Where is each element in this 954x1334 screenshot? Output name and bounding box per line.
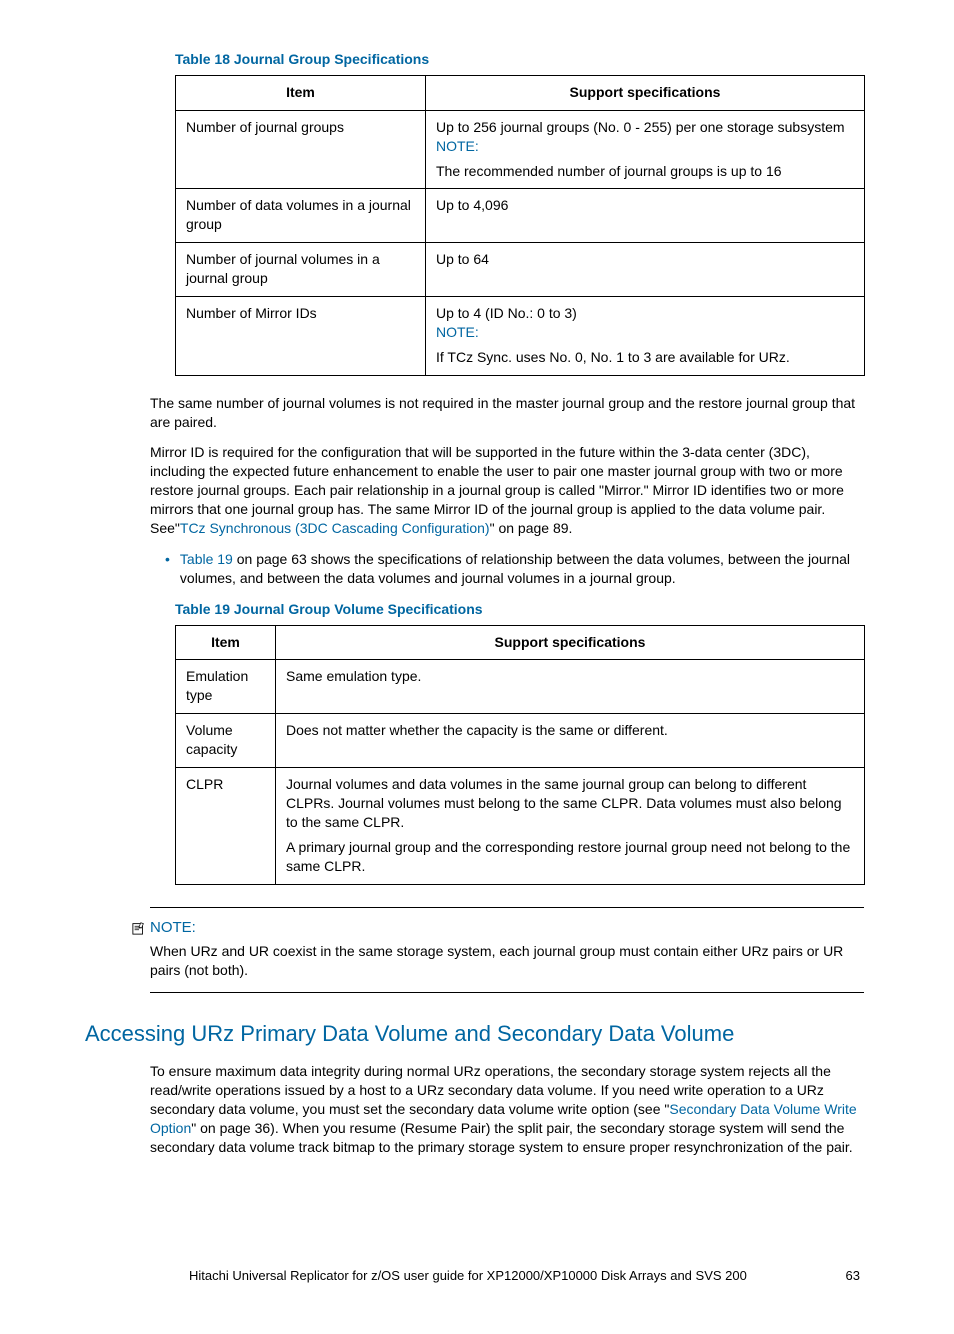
link-tcz-sync[interactable]: TCz Synchronous (3DC Cascading Configura… bbox=[180, 520, 490, 536]
paragraph-1: The same number of journal volumes is no… bbox=[150, 394, 864, 432]
t18-r1-item: Number of data volumes in a journal grou… bbox=[176, 189, 426, 243]
section-heading: Accessing URz Primary Data Volume and Se… bbox=[85, 1019, 864, 1049]
table19-header-spec: Support specifications bbox=[276, 625, 865, 660]
table-row: Number of Mirror IDs Up to 4 (ID No.: 0 … bbox=[176, 297, 865, 376]
table-row: CLPR Journal volumes and data volumes in… bbox=[176, 768, 865, 884]
t18-r3-item: Number of Mirror IDs bbox=[176, 297, 426, 376]
table19-caption: Table 19 Journal Group Volume Specificat… bbox=[175, 600, 864, 619]
table18-caption: Table 18 Journal Group Specifications bbox=[175, 50, 864, 69]
bullet-item: • Table 19 on page 63 shows the specific… bbox=[165, 550, 864, 588]
t18-r3-note: If TCz Sync. uses No. 0, No. 1 to 3 are … bbox=[436, 342, 854, 367]
note-label: NOTE: bbox=[150, 918, 196, 938]
t18-r3-spec: Up to 4 (ID No.: 0 to 3) NOTE: If TCz Sy… bbox=[426, 297, 865, 376]
table18: Item Support specifications Number of jo… bbox=[175, 75, 865, 376]
table-row: Volume capacity Does not matter whether … bbox=[176, 714, 865, 768]
note-label: NOTE: bbox=[436, 324, 479, 340]
note-text: When URz and UR coexist in the same stor… bbox=[150, 942, 864, 980]
note-icon bbox=[132, 921, 146, 935]
t19-r0-item: Emulation type bbox=[176, 660, 276, 714]
t18-r0-spec: Up to 256 journal groups (No. 0 - 255) p… bbox=[426, 110, 865, 189]
section-paragraph: To ensure maximum data integrity during … bbox=[150, 1062, 864, 1156]
t18-r0-item: Number of journal groups bbox=[176, 110, 426, 189]
link-table19[interactable]: Table 19 bbox=[180, 551, 233, 567]
t18-r2-item: Number of journal volumes in a journal g… bbox=[176, 243, 426, 297]
t18-r0-note: The recommended number of journal groups… bbox=[436, 156, 854, 181]
t18-r2-spec: Up to 64 bbox=[426, 243, 865, 297]
t19-r0-spec: Same emulation type. bbox=[276, 660, 865, 714]
table19-header-item: Item bbox=[176, 625, 276, 660]
t19-r2-spec: Journal volumes and data volumes in the … bbox=[276, 768, 865, 884]
page-number: 63 bbox=[846, 1267, 860, 1285]
t19-r1-item: Volume capacity bbox=[176, 714, 276, 768]
bullet-icon: • bbox=[165, 550, 170, 588]
table-row: Emulation type Same emulation type. bbox=[176, 660, 865, 714]
t19-r2-item: CLPR bbox=[176, 768, 276, 884]
t18-r1-spec: Up to 4,096 bbox=[426, 189, 865, 243]
note-block: NOTE: When URz and UR coexist in the sam… bbox=[150, 907, 864, 993]
table18-header-item: Item bbox=[176, 75, 426, 110]
table19: Item Support specifications Emulation ty… bbox=[175, 625, 865, 885]
table18-header-spec: Support specifications bbox=[426, 75, 865, 110]
t19-r1-spec: Does not matter whether the capacity is … bbox=[276, 714, 865, 768]
table-row: Number of journal volumes in a journal g… bbox=[176, 243, 865, 297]
table-row: Number of journal groups Up to 256 journ… bbox=[176, 110, 865, 189]
table-row: Number of data volumes in a journal grou… bbox=[176, 189, 865, 243]
note-label: NOTE: bbox=[436, 138, 479, 154]
paragraph-2: Mirror ID is required for the configurat… bbox=[150, 443, 864, 537]
page-footer: Hitachi Universal Replicator for z/OS us… bbox=[85, 1267, 864, 1285]
footer-title: Hitachi Universal Replicator for z/OS us… bbox=[189, 1267, 747, 1285]
